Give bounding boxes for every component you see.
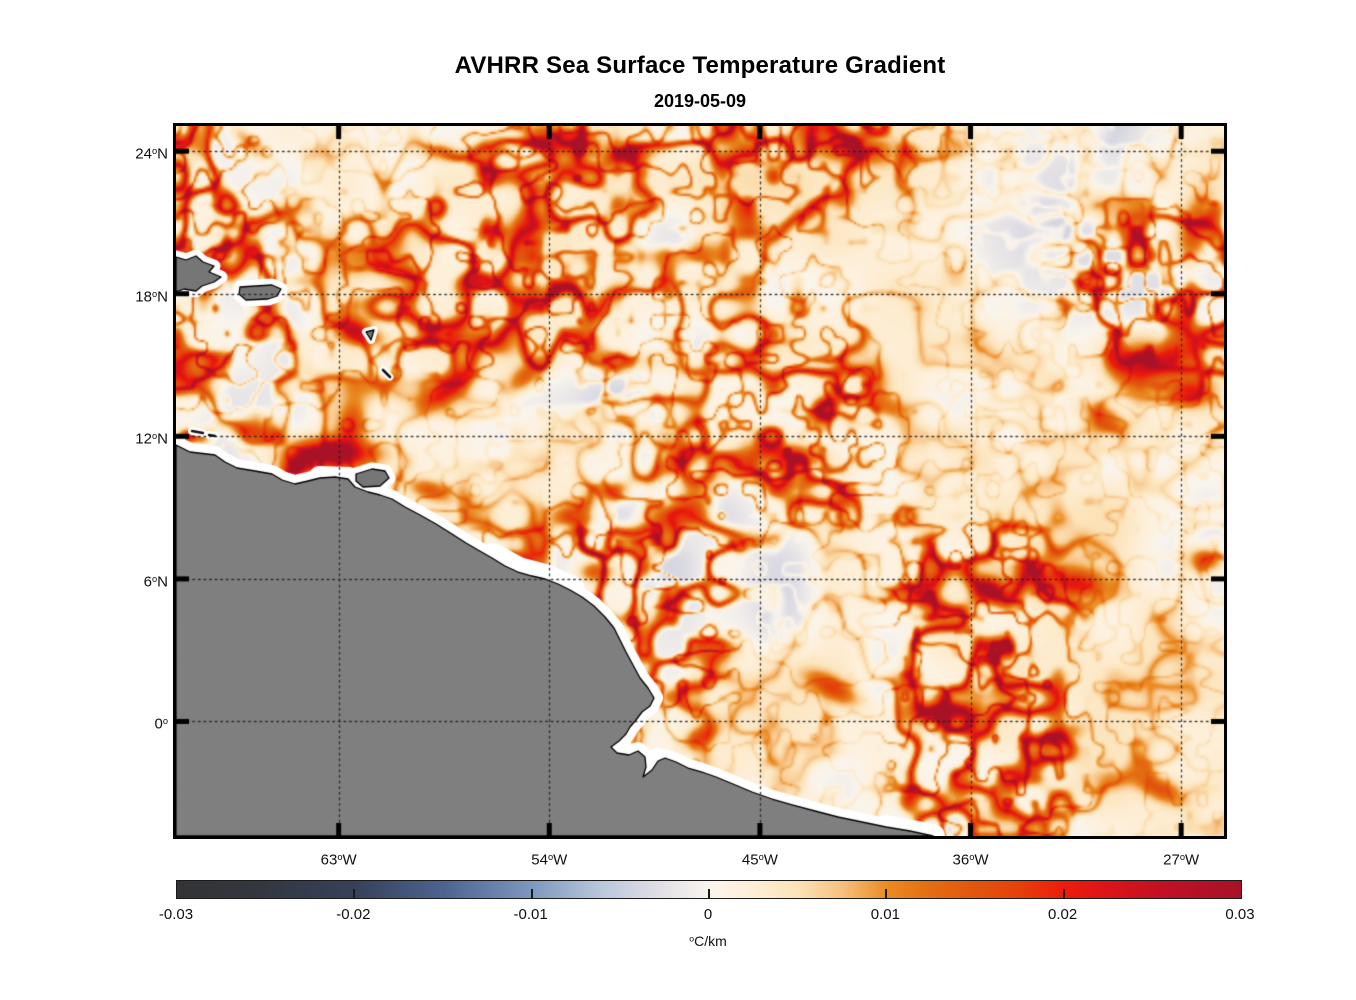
lat-tick-label: 0o xyxy=(154,716,168,734)
lon-tick-label: 27oW xyxy=(1163,851,1200,869)
colorbar-tick-label: 0.02 xyxy=(1048,906,1078,923)
lon-tick-label: 63oW xyxy=(320,851,357,869)
colorbar-tick-label: 0 xyxy=(703,906,713,923)
lon-tick-label: 54oW xyxy=(531,851,568,869)
lat-tick-label: 6oN xyxy=(143,573,168,591)
colorbar-tick xyxy=(708,889,710,898)
colorbar-tick-label: 0.03 xyxy=(1225,906,1255,923)
colorbar-tick-label: 0.01 xyxy=(870,906,900,923)
lat-tick-label: 18oN xyxy=(135,288,168,306)
colorbar-tick-label: -0.02 xyxy=(336,906,371,923)
map-plot-frame xyxy=(173,123,1227,839)
colorbar-tick xyxy=(1062,889,1065,898)
colorbar-unit-label: oC/km xyxy=(663,933,753,949)
chart-title: AVHRR Sea Surface Temperature Gradient xyxy=(454,52,946,79)
lon-tick-label: 45oW xyxy=(741,851,778,869)
colorbar-tick xyxy=(530,889,533,898)
colorbar-tick-label: -0.01 xyxy=(513,906,548,923)
sst-gradient-heatmap xyxy=(176,126,1224,836)
lon-tick-label: 36oW xyxy=(952,851,989,869)
colorbar-tick xyxy=(885,889,888,898)
colorbar-tick-label: -0.03 xyxy=(158,906,194,923)
lat-tick-label: 24oN xyxy=(135,145,168,163)
chart-subtitle: 2019-05-09 xyxy=(653,91,747,111)
lat-tick-label: 12oN xyxy=(135,430,168,448)
unit-text: C/km xyxy=(694,933,727,949)
colorbar-tick xyxy=(353,889,356,898)
colorbar xyxy=(176,880,1242,899)
degree-symbol: o xyxy=(689,933,695,944)
